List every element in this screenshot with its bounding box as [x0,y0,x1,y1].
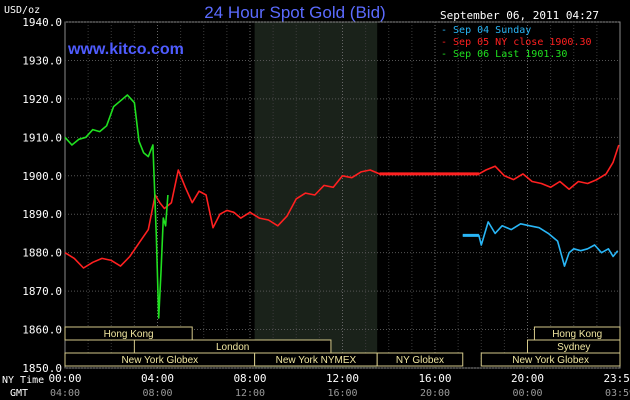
gmt-tick-label: 08:00 [142,388,172,399]
market-session-label: New York Globex [512,355,589,366]
y-tick-label: 1890.0 [22,208,62,221]
unit-label: USD/oz [4,5,40,16]
x-tick-label: 16:00 [418,372,451,385]
market-session-label: New York NYMEX [276,355,357,366]
market-session-label: London [216,342,249,353]
series-line-sep-05 [64,144,620,269]
market-session-label: NY Globex [396,355,444,366]
date-stamp: September 06, 2011 04:27 [440,9,599,22]
y-tick-label: 1910.0 [22,131,62,144]
gmt-tick-label: 00:00 [512,388,542,399]
y-tick-label: 1870.0 [22,285,62,298]
gmt-label: GMT [10,388,28,399]
market-session-label: Hong Kong [104,329,154,340]
gmt-tick-label: 20:00 [420,388,450,399]
gmt-tick-label: 03:59 [605,388,630,399]
y-tick-label: 1940.0 [22,16,62,29]
legend-item-sep05: - Sep 05 NY close 1900.30 [441,37,592,48]
series-line-sep-06 [64,94,169,319]
y-tick-label: 1900.0 [22,170,62,183]
market-session-label: New York Globex [121,355,198,366]
market-session-box [480,352,621,367]
site-url: www.kitco.com [67,41,184,58]
y-tick-label: 1860.0 [22,324,62,337]
y-tick-label: 1880.0 [22,247,62,260]
ny-time-label: NY Time [2,375,44,386]
gmt-tick-label: 12:00 [235,388,265,399]
market-session-label: Hong Kong [552,329,602,340]
y-tick-label: 1920.0 [22,93,62,106]
x-tick-label: 23:59 [603,372,630,385]
gmt-tick-label: 04:00 [50,388,80,399]
legend-item-sep04: - Sep 04 Sunday [441,25,531,36]
market-session-label: Sydney [557,342,590,353]
x-tick-label: 04:00 [141,372,174,385]
y-tick-label: 1930.0 [22,54,62,67]
series-line-sep-04 [462,221,619,267]
legend: - Sep 04 Sunday - Sep 05 NY close 1900.3… [441,25,592,60]
legend-item-sep06: - Sep 06 Last 1901.30 [441,49,567,60]
chart-title: 24 Hour Spot Gold (Bid) [204,3,385,22]
x-tick-label: 12:00 [326,372,359,385]
x-tick-label: 08:00 [233,372,266,385]
x-tick-label: 00:00 [48,372,81,385]
y-tick-label: 1850.0 [22,362,62,375]
gmt-tick-label: 16:00 [327,388,357,399]
x-tick-label: 20:00 [511,372,544,385]
market-session-box [64,326,193,341]
market-session-box [376,352,464,367]
